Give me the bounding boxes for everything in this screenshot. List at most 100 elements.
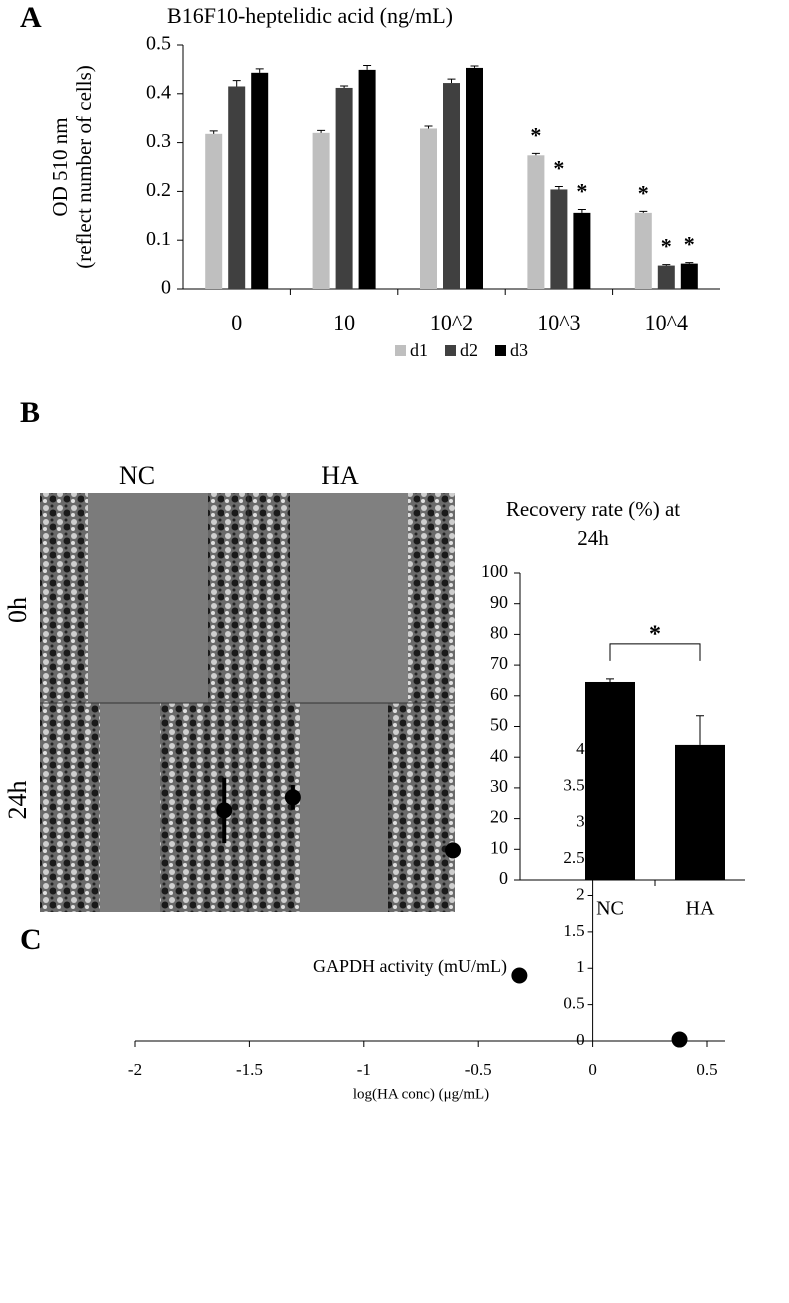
chart-title: GAPDH activity (mU/mL) [313, 956, 507, 977]
x-tick-label: -0.5 [465, 1060, 492, 1079]
legend-label: d1 [410, 340, 428, 360]
image-row-label: 0h [3, 597, 32, 623]
error-bar [685, 262, 694, 264]
bar [675, 744, 725, 880]
y-tick-label: 60 [490, 684, 508, 704]
bar [585, 681, 635, 880]
error-bar [554, 186, 563, 190]
image-row-label: 24h [3, 781, 32, 820]
point [445, 842, 462, 859]
error-bar [447, 78, 456, 84]
point [671, 1031, 688, 1048]
panel-letter: B [20, 396, 40, 429]
legend-swatch [445, 345, 456, 356]
bar [358, 69, 376, 289]
error-bar [639, 210, 648, 213]
x-tick-label: 10^4 [645, 310, 688, 335]
y-tick-label: 10 [490, 837, 508, 857]
y-tick-label: 2.5 [563, 848, 584, 867]
annotation: * [638, 180, 649, 205]
legend-label: d3 [510, 340, 528, 360]
x-tick-label: 10^3 [537, 310, 580, 335]
chart-title: B16F10-heptelidic acid (ng/mL) [167, 3, 453, 28]
y-tick-label: 70 [490, 653, 508, 673]
y-tick-label: 3.5 [563, 775, 584, 794]
point [216, 802, 233, 819]
annotation: * [649, 621, 661, 647]
y-tick-label: 1 [576, 957, 585, 976]
error-bar [232, 80, 241, 87]
error-bar [363, 64, 372, 70]
y-tick-label: 0 [576, 1030, 585, 1049]
annotation: * [553, 156, 564, 181]
bar [420, 128, 437, 289]
bar [228, 86, 246, 289]
legend-swatch [495, 345, 506, 356]
y-tick-label: 90 [490, 592, 508, 612]
chart-title: Recovery rate (%) at [506, 497, 680, 521]
bar [634, 212, 652, 289]
bar [680, 263, 698, 289]
y-tick-label: 0.1 [146, 228, 171, 250]
x-axis-label: log(HA conc) (μg/mL) [353, 1086, 489, 1102]
error-bar [255, 68, 264, 73]
y-axis-label: (reflect number of cells) [72, 65, 96, 268]
legend-label: d2 [460, 340, 478, 360]
annotation: * [684, 232, 695, 257]
bar [251, 72, 269, 289]
x-tick-label: -1 [357, 1060, 371, 1079]
error-bar [317, 129, 326, 133]
y-tick-label: 1.5 [563, 921, 584, 940]
x-tick-label: 0.5 [696, 1060, 717, 1079]
x-tick-label: 0 [588, 1060, 597, 1079]
y-tick-label: 80 [490, 623, 508, 643]
bar [657, 265, 675, 289]
legend-swatch [395, 345, 406, 356]
error-bar [470, 65, 479, 68]
annotation: * [661, 234, 672, 259]
x-tick-label: HA [686, 898, 715, 920]
y-tick-label: 0.3 [146, 130, 171, 152]
bar [312, 132, 330, 289]
y-tick-label: 3 [576, 812, 585, 831]
y-tick-label: 0.4 [146, 81, 171, 103]
panel-letter: C [20, 923, 42, 956]
y-tick-label: 50 [490, 715, 508, 735]
error-bar [662, 264, 671, 266]
x-tick-label: -1.5 [236, 1060, 263, 1079]
error-bar [577, 208, 586, 213]
y-tick-label: 0.5 [563, 994, 584, 1013]
y-tick-label: 0 [499, 868, 508, 888]
error-bar [696, 715, 704, 745]
x-tick-label: 0 [231, 310, 242, 335]
annotation: * [576, 179, 587, 204]
bar [443, 83, 460, 290]
annotation: * [530, 122, 541, 147]
image-column-label: NC [119, 461, 155, 490]
y-tick-label: 4 [576, 739, 585, 758]
y-tick-label: 40 [490, 745, 508, 765]
error-bar [424, 125, 433, 129]
y-axis-label: OD 510 nm [48, 117, 72, 216]
y-tick-label: 0.5 [146, 33, 171, 55]
bar [573, 212, 591, 289]
y-tick-label: 100 [481, 561, 508, 581]
bar [466, 67, 483, 289]
bar [527, 155, 545, 289]
error-bar [340, 85, 349, 88]
point [511, 967, 528, 984]
error-bar [531, 152, 540, 156]
image-column-label: HA [321, 461, 359, 490]
chart-title: 24h [577, 526, 609, 550]
y-tick-label: 0.2 [146, 179, 171, 201]
y-tick-label: 20 [490, 807, 508, 827]
bar [335, 87, 353, 289]
y-tick-label: 2 [576, 884, 585, 903]
significance-bracket [609, 643, 701, 661]
micrograph [40, 493, 455, 912]
error-bar [209, 130, 218, 134]
error-bar [606, 678, 614, 682]
bar [550, 189, 568, 289]
x-tick-label: NC [596, 898, 624, 920]
